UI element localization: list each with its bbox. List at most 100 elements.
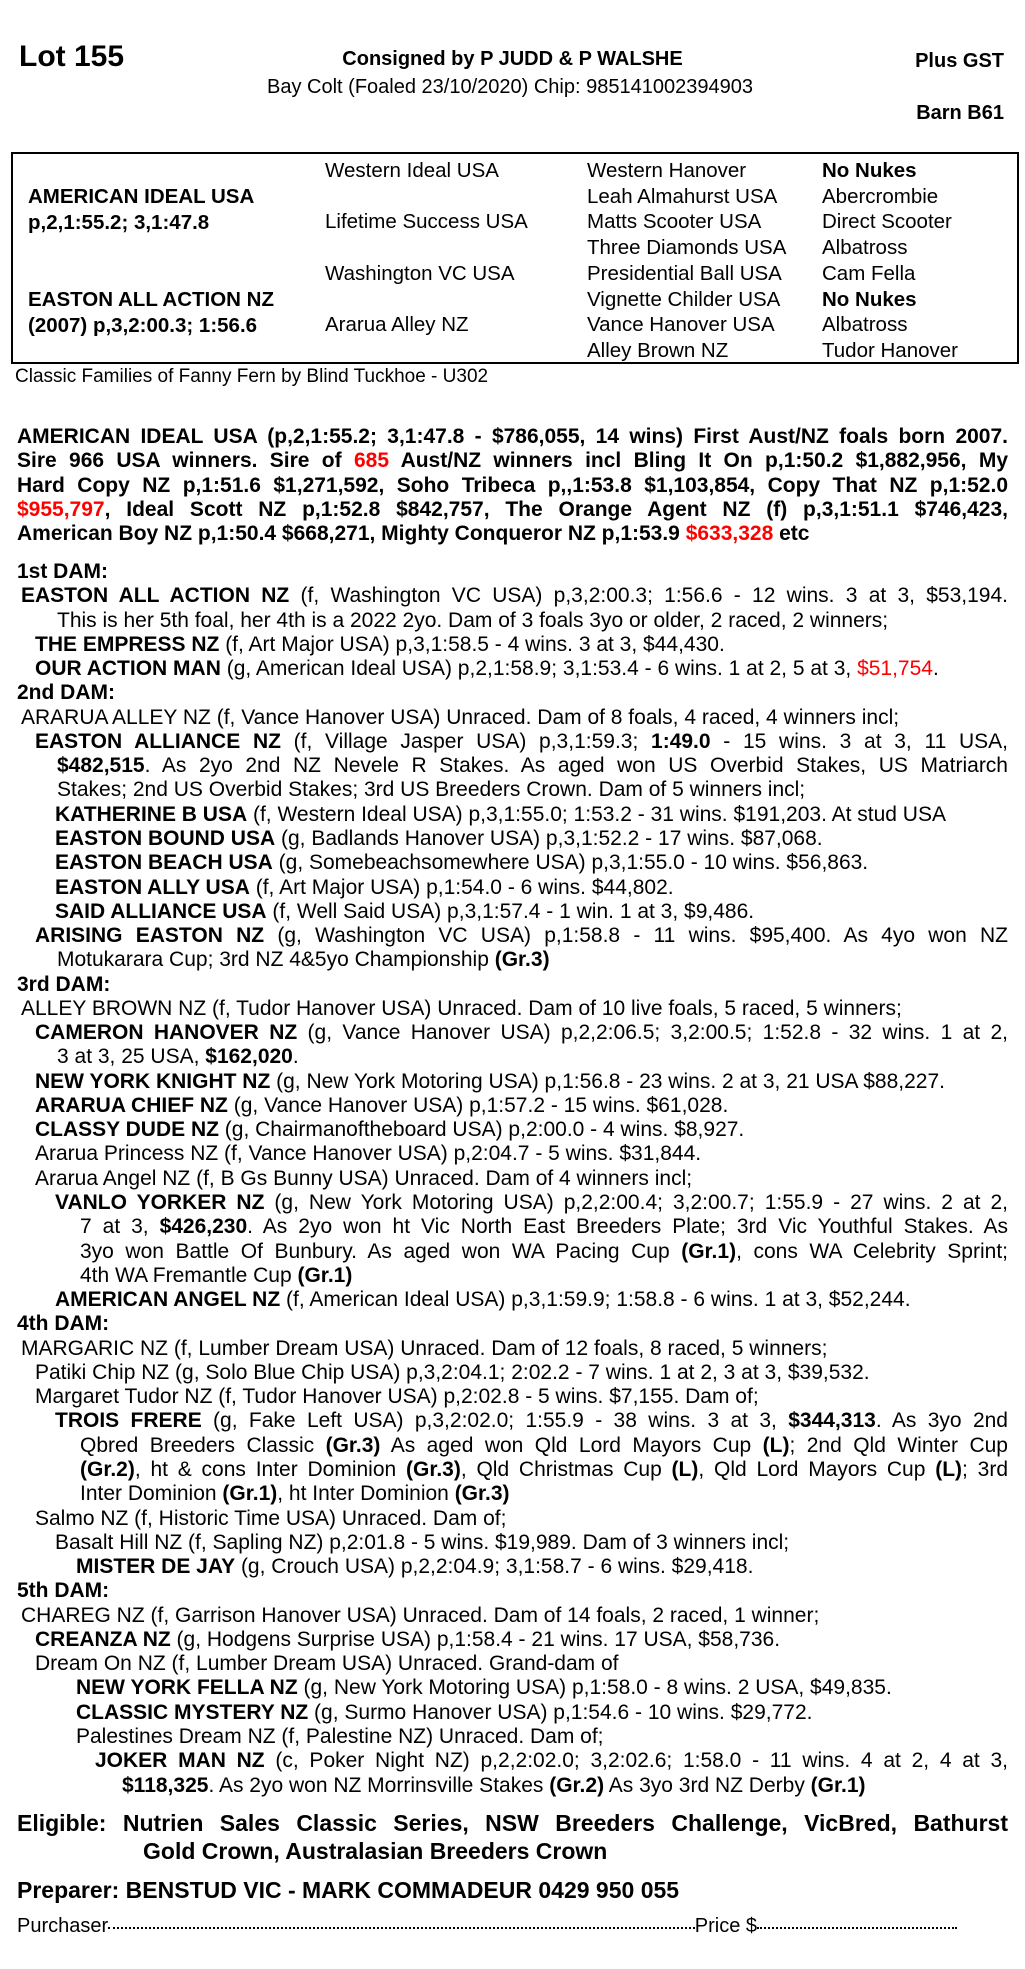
text-run: (g, Somebeachsomewhere USA) p,3,1:55.0 -… <box>272 851 869 875</box>
text-run: (f, Art Major USA) p,3,1:58.5 - 4 wins. … <box>219 632 725 656</box>
pedigree-gen3: Three Diamonds USA <box>587 236 787 260</box>
text-run: American Boy NZ p,1:50.4 $668,271, Might… <box>17 522 686 546</box>
dam-name: EASTON ALL ACTION NZ <box>28 288 274 311</box>
text-run: (f, Well Said USA) p,3,1:57.4 - 1 win. 1… <box>266 899 755 923</box>
progeny-entry-continued: Inter Dominion (Gr.1), ht Inter Dominion… <box>80 1482 510 1506</box>
text-run: ALLEY BROWN NZ (f, Tudor Hanover USA) Un… <box>21 996 902 1020</box>
progeny-entry: EASTON ALL ACTION NZ (f, Washington VC U… <box>21 584 1008 608</box>
purchaser-price-line: Purchaser Price $ <box>17 1915 957 1938</box>
text-run: CLASSY DUDE NZ <box>35 1118 219 1142</box>
dam-heading: 5th DAM: <box>17 1579 110 1603</box>
text-run: Motukarara Cup; 3rd NZ 4&5yo Championshi… <box>57 948 495 972</box>
text-run: $482,515 <box>57 754 145 778</box>
text-run: 1:49.0 <box>651 729 711 753</box>
horse-description: Bay Colt (Foaled 23/10/2020) Chip: 98514… <box>267 76 753 98</box>
progeny-entry: Palestines Dream NZ (f, Palestine NZ) Un… <box>76 1725 604 1749</box>
text-run: NEW YORK KNIGHT NZ <box>35 1069 271 1093</box>
text-run: ARARUA ALLEY NZ (f, Vance Hanover USA) U… <box>21 705 900 729</box>
text-run: $633,328 <box>685 522 774 546</box>
progeny-entry: MISTER DE JAY (g, Crouch USA) p,2,2:04.9… <box>76 1555 753 1579</box>
text-run: $426,230 <box>159 1215 248 1239</box>
text-run: (g, Washington VC USA) p,1:58.8 - 11 win… <box>264 924 1009 948</box>
text-run: THE EMPRESS NZ <box>35 632 220 656</box>
text-run: OUR ACTION MAN <box>35 657 221 681</box>
text-run: (g, Chairmanoftheboard USA) p,2:00.0 - 4… <box>218 1118 745 1142</box>
text-run: (Gr.1) <box>810 1773 866 1797</box>
text-run: MISTER DE JAY <box>76 1555 236 1579</box>
text-run: (Gr.1) <box>297 1263 353 1287</box>
pedigree-gen4: Abercrombie <box>822 184 939 208</box>
progeny-entry: KATHERINE B USA (f, Western Ideal USA) p… <box>55 803 946 827</box>
progeny-entry-continued: $482,515. As 2yo 2nd NZ Nevele R Stakes.… <box>57 754 1008 778</box>
text-run: (Gr.3) <box>406 1457 461 1481</box>
text-run: (Gr.1) <box>681 1239 737 1263</box>
text-run: (g, American Ideal USA) p,2,1:58.9; 3,1:… <box>220 657 858 681</box>
progeny-entry-continued: (Gr.2), ht & cons Inter Dominion (Gr.3),… <box>80 1458 1008 1482</box>
text-run: 4th WA Fremantle Cup <box>80 1263 298 1287</box>
price-blank[interactable] <box>757 1927 957 1929</box>
text-run: (f, Village Jasper USA) p,3,1:59.3; <box>280 729 652 753</box>
progeny-entry-continued: $118,325. As 2yo won NZ Morrinsville Sta… <box>122 1774 866 1798</box>
progeny-entry: THE EMPRESS NZ (f, Art Major USA) p,3,1:… <box>35 633 725 657</box>
text-run: (Gr.3) <box>454 1482 510 1506</box>
text-run: JOKER MAN NZ <box>95 1749 265 1773</box>
text-run: - 15 wins. 3 at 3, 11 USA, <box>710 729 1009 753</box>
text-run: Inter Dominion <box>80 1482 223 1506</box>
pedigree-gen4: No Nukes <box>822 159 917 182</box>
progeny-entry: CAMERON HANOVER NZ (g, Vance Hanover USA… <box>35 1021 1008 1045</box>
text-run: Qbred Breeders Classic <box>80 1433 326 1457</box>
pedigree-gen3: Leah Almahurst USA <box>587 184 778 208</box>
text-run: . As 2yo 2nd NZ Nevele R Stakes. As aged… <box>144 754 1008 778</box>
progeny-entry: TROIS FRERE (g, Fake Left USA) p,3,2:02.… <box>55 1409 1008 1433</box>
family-line: Classic Families of Fanny Fern by Blind … <box>15 366 489 387</box>
dam-heading: 3rd DAM: <box>17 972 111 996</box>
pedigree-table <box>11 152 1019 364</box>
progeny-entry: ARARUA ALLEY NZ (f, Vance Hanover USA) U… <box>21 706 899 730</box>
progeny-entry: Salmo NZ (f, Historic Time USA) Unraced.… <box>35 1507 506 1531</box>
pedigree-gen2: Lifetime Success USA <box>325 210 528 234</box>
text-run: CHAREG NZ (f, Garrison Hanover USA) Unra… <box>21 1603 820 1627</box>
text-run: $955,797 <box>17 497 105 521</box>
progeny-entry: Margaret Tudor NZ (f, Tudor Hanover USA)… <box>35 1385 759 1409</box>
text-run: Margaret Tudor NZ (f, Tudor Hanover USA)… <box>35 1385 759 1409</box>
pedigree-gen3: Western Hanover <box>587 159 747 182</box>
progeny-entry: JOKER MAN NZ (c, Poker Night NZ) p,2,2:0… <box>95 1749 1008 1773</box>
consignor: Consigned by P JUDD & P WALSHE <box>342 48 683 70</box>
progeny-entry-continued: 3 at 3, 25 USA, $162,020. <box>57 1045 299 1069</box>
sire-name: AMERICAN IDEAL USA <box>28 185 255 208</box>
text-run: . As 3yo 2nd <box>875 1409 1008 1433</box>
text-run: (f, American Ideal USA) p,3,1:59.9; 1:58… <box>280 1288 911 1312</box>
text-run: ; 2nd Qld Winter Cup <box>789 1433 1008 1457</box>
text-run: (Gr.3) <box>494 948 550 972</box>
text-run: $118,325 <box>122 1773 209 1797</box>
text-run: . <box>292 1045 299 1069</box>
text-run: MARGARIC NZ (f, Lumber Dream USA) Unrace… <box>21 1336 828 1360</box>
purchaser-label: Purchaser <box>17 1915 109 1937</box>
progeny-entry: Ararua Angel NZ (f, B Gs Bunny USA) Unra… <box>35 1167 692 1191</box>
progeny-entry: OUR ACTION MAN (g, American Ideal USA) p… <box>35 657 939 681</box>
purchaser-blank[interactable] <box>108 1927 695 1929</box>
text-run: CREANZA NZ <box>35 1627 171 1651</box>
text-run: TROIS FRERE <box>55 1409 202 1433</box>
progeny-entry: CLASSIC MYSTERY NZ (g, Surmo Hanover USA… <box>76 1701 812 1725</box>
progeny-entry-continued: Qbred Breeders Classic (Gr.3) As aged wo… <box>80 1434 1008 1458</box>
text-run: (g, Crouch USA) p,2,2:04.9; 3,1:58.7 - 6… <box>235 1555 754 1579</box>
sire-summary-line: AMERICAN IDEAL USA (p,2,1:55.2; 3,1:47.8… <box>17 425 1008 449</box>
text-run: . As 2yo won NZ Morrinsville Stakes <box>208 1773 550 1797</box>
progeny-entry: EASTON BEACH USA (g, Somebeachsomewhere … <box>55 851 868 875</box>
text-run: (L) <box>935 1457 963 1481</box>
text-run: , ht Inter Dominion <box>277 1482 455 1506</box>
text-run: This is her 5th foal, her 4th is a 2022 … <box>57 608 889 632</box>
pedigree-gen3: Vignette Childer USA <box>587 287 781 311</box>
sire-summary-line: Hard Copy NZ p,1:51.6 $1,271,592, Soho T… <box>17 474 1008 498</box>
text-run: (f, Western Ideal USA) p,3,1:55.0; 1:53.… <box>247 802 946 826</box>
text-run: EASTON ALLIANCE NZ <box>35 729 281 753</box>
barn-number: Barn B61 <box>916 102 1004 124</box>
progeny-entry-continued: Motukarara Cup; 3rd NZ 4&5yo Championshi… <box>57 948 550 972</box>
text-run: ; 3rd <box>962 1457 1008 1481</box>
preparer: Preparer: BENSTUD VIC - MARK COMMADEUR 0… <box>17 1877 680 1903</box>
progeny-entry: NEW YORK FELLA NZ (g, New York Motoring … <box>76 1676 892 1700</box>
text-run: (Gr.2) <box>549 1773 605 1797</box>
sire-summary-line: American Boy NZ p,1:50.4 $668,271, Might… <box>17 522 809 546</box>
progeny-entry: EASTON BOUND USA (g, Badlands Hanover US… <box>55 827 823 851</box>
